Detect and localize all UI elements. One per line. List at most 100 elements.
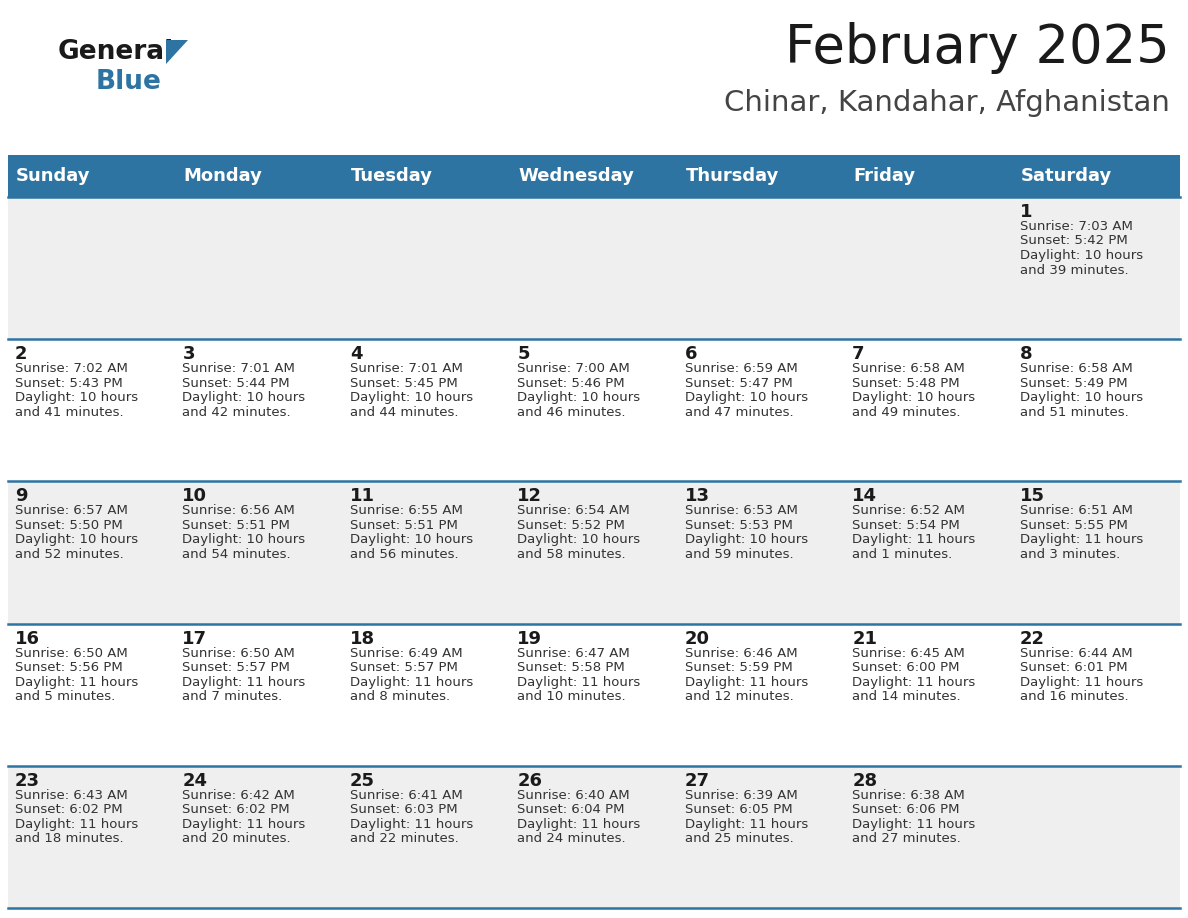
Text: Daylight: 11 hours: Daylight: 11 hours (852, 818, 975, 831)
Text: Daylight: 11 hours: Daylight: 11 hours (15, 676, 138, 688)
Text: 20: 20 (684, 630, 709, 647)
Text: and 47 minutes.: and 47 minutes. (684, 406, 794, 419)
Text: and 42 minutes.: and 42 minutes. (183, 406, 291, 419)
Text: Sunset: 6:06 PM: Sunset: 6:06 PM (852, 803, 960, 816)
Text: 22: 22 (1019, 630, 1044, 647)
Text: Wednesday: Wednesday (518, 167, 634, 185)
Text: Sunrise: 6:58 AM: Sunrise: 6:58 AM (852, 363, 965, 375)
Text: Sunset: 5:42 PM: Sunset: 5:42 PM (1019, 234, 1127, 248)
Text: Saturday: Saturday (1020, 167, 1112, 185)
Text: 26: 26 (517, 772, 542, 789)
Text: and 25 minutes.: and 25 minutes. (684, 833, 794, 845)
Text: 8: 8 (1019, 345, 1032, 364)
Text: Sunrise: 6:51 AM: Sunrise: 6:51 AM (1019, 504, 1132, 518)
Text: Sunrise: 6:59 AM: Sunrise: 6:59 AM (684, 363, 797, 375)
Text: and 14 minutes.: and 14 minutes. (852, 690, 961, 703)
Text: 14: 14 (852, 487, 877, 506)
Text: Sunset: 5:45 PM: Sunset: 5:45 PM (349, 376, 457, 390)
Text: Sunrise: 6:52 AM: Sunrise: 6:52 AM (852, 504, 965, 518)
Text: and 8 minutes.: and 8 minutes. (349, 690, 450, 703)
Text: General: General (58, 39, 175, 65)
Text: 23: 23 (15, 772, 40, 789)
Text: Daylight: 10 hours: Daylight: 10 hours (1019, 249, 1143, 262)
Text: 2: 2 (15, 345, 27, 364)
Text: Daylight: 11 hours: Daylight: 11 hours (183, 818, 305, 831)
Text: 13: 13 (684, 487, 709, 506)
Text: Sunrise: 6:45 AM: Sunrise: 6:45 AM (852, 646, 965, 660)
Text: Daylight: 10 hours: Daylight: 10 hours (183, 533, 305, 546)
Text: 1: 1 (1019, 203, 1032, 221)
Text: Sunset: 6:03 PM: Sunset: 6:03 PM (349, 803, 457, 816)
Text: 12: 12 (517, 487, 542, 506)
Text: Sunset: 6:01 PM: Sunset: 6:01 PM (1019, 661, 1127, 674)
Text: 11: 11 (349, 487, 375, 506)
Text: Sunset: 5:58 PM: Sunset: 5:58 PM (517, 661, 625, 674)
Text: Sunset: 5:43 PM: Sunset: 5:43 PM (15, 376, 122, 390)
Text: Daylight: 11 hours: Daylight: 11 hours (684, 818, 808, 831)
Text: Daylight: 11 hours: Daylight: 11 hours (852, 676, 975, 688)
Text: and 52 minutes.: and 52 minutes. (15, 548, 124, 561)
Text: Sunset: 6:00 PM: Sunset: 6:00 PM (852, 661, 960, 674)
Text: Thursday: Thursday (685, 167, 779, 185)
Text: Sunrise: 6:46 AM: Sunrise: 6:46 AM (684, 646, 797, 660)
Text: and 20 minutes.: and 20 minutes. (183, 833, 291, 845)
Bar (511, 155, 677, 197)
Text: Daylight: 10 hours: Daylight: 10 hours (517, 533, 640, 546)
Text: Daylight: 10 hours: Daylight: 10 hours (349, 533, 473, 546)
Text: and 3 minutes.: and 3 minutes. (1019, 548, 1120, 561)
Text: Sunset: 5:57 PM: Sunset: 5:57 PM (183, 661, 290, 674)
Text: and 27 minutes.: and 27 minutes. (852, 833, 961, 845)
Text: 5: 5 (517, 345, 530, 364)
Text: 27: 27 (684, 772, 709, 789)
Text: Sunrise: 6:49 AM: Sunrise: 6:49 AM (349, 646, 462, 660)
Text: and 18 minutes.: and 18 minutes. (15, 833, 124, 845)
Text: 21: 21 (852, 630, 877, 647)
Text: and 49 minutes.: and 49 minutes. (852, 406, 961, 419)
Text: Sunrise: 7:00 AM: Sunrise: 7:00 AM (517, 363, 630, 375)
Bar (8, 481, 1180, 623)
Text: Daylight: 11 hours: Daylight: 11 hours (349, 676, 473, 688)
Text: 7: 7 (852, 345, 865, 364)
Text: Sunrise: 7:01 AM: Sunrise: 7:01 AM (183, 363, 296, 375)
Text: Sunrise: 7:02 AM: Sunrise: 7:02 AM (15, 363, 128, 375)
Text: Sunrise: 6:38 AM: Sunrise: 6:38 AM (852, 789, 965, 801)
Text: and 44 minutes.: and 44 minutes. (349, 406, 459, 419)
Bar (8, 339, 1180, 481)
Text: and 56 minutes.: and 56 minutes. (349, 548, 459, 561)
Text: Daylight: 10 hours: Daylight: 10 hours (15, 391, 138, 404)
Text: Daylight: 10 hours: Daylight: 10 hours (1019, 391, 1143, 404)
Text: and 16 minutes.: and 16 minutes. (1019, 690, 1129, 703)
Text: Sunset: 5:51 PM: Sunset: 5:51 PM (183, 519, 290, 532)
Text: and 1 minutes.: and 1 minutes. (852, 548, 953, 561)
Text: Daylight: 11 hours: Daylight: 11 hours (1019, 676, 1143, 688)
Text: Friday: Friday (853, 167, 915, 185)
Text: Sunset: 6:04 PM: Sunset: 6:04 PM (517, 803, 625, 816)
Text: 18: 18 (349, 630, 375, 647)
Text: and 41 minutes.: and 41 minutes. (15, 406, 124, 419)
Text: and 54 minutes.: and 54 minutes. (183, 548, 291, 561)
Text: Daylight: 11 hours: Daylight: 11 hours (349, 818, 473, 831)
Text: Sunset: 5:47 PM: Sunset: 5:47 PM (684, 376, 792, 390)
Bar (8, 623, 1180, 766)
Text: Sunset: 5:55 PM: Sunset: 5:55 PM (1019, 519, 1127, 532)
Text: and 39 minutes.: and 39 minutes. (1019, 263, 1129, 276)
Bar (8, 197, 1180, 339)
Text: and 5 minutes.: and 5 minutes. (15, 690, 115, 703)
Text: 3: 3 (183, 345, 195, 364)
Text: and 59 minutes.: and 59 minutes. (684, 548, 794, 561)
Bar (845, 155, 1012, 197)
Text: and 10 minutes.: and 10 minutes. (517, 690, 626, 703)
Text: Daylight: 10 hours: Daylight: 10 hours (15, 533, 138, 546)
Text: Sunrise: 6:41 AM: Sunrise: 6:41 AM (349, 789, 462, 801)
Text: 9: 9 (15, 487, 27, 506)
Text: 17: 17 (183, 630, 208, 647)
Text: Daylight: 11 hours: Daylight: 11 hours (684, 676, 808, 688)
Text: Sunrise: 6:55 AM: Sunrise: 6:55 AM (349, 504, 463, 518)
Polygon shape (166, 40, 188, 64)
Bar (343, 155, 511, 197)
Text: 4: 4 (349, 345, 362, 364)
Text: Sunset: 5:59 PM: Sunset: 5:59 PM (684, 661, 792, 674)
Text: Daylight: 11 hours: Daylight: 11 hours (517, 676, 640, 688)
Text: 24: 24 (183, 772, 208, 789)
Text: Daylight: 11 hours: Daylight: 11 hours (1019, 533, 1143, 546)
